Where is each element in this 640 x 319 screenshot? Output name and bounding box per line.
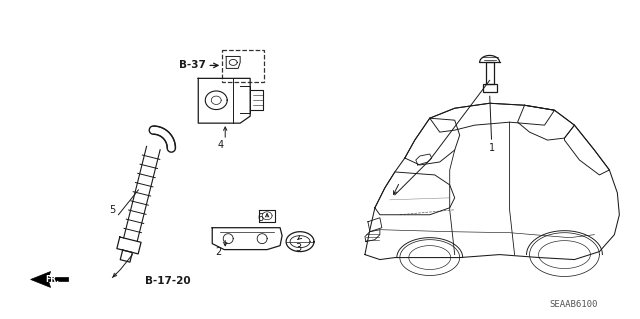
Text: 3: 3	[295, 243, 301, 253]
Bar	[483, 84, 497, 92]
Text: 2: 2	[215, 247, 221, 256]
Text: 6: 6	[257, 213, 263, 223]
Text: 4: 4	[217, 140, 223, 150]
Polygon shape	[31, 271, 68, 287]
Text: B-17-20: B-17-20	[145, 277, 191, 286]
Bar	[486, 63, 493, 84]
Text: 5: 5	[109, 205, 116, 215]
Text: 1: 1	[488, 143, 495, 153]
Bar	[222, 50, 264, 82]
Text: SEAAB6100: SEAAB6100	[549, 300, 597, 309]
Text: B-37: B-37	[179, 60, 206, 70]
Text: FR.: FR.	[45, 275, 60, 284]
